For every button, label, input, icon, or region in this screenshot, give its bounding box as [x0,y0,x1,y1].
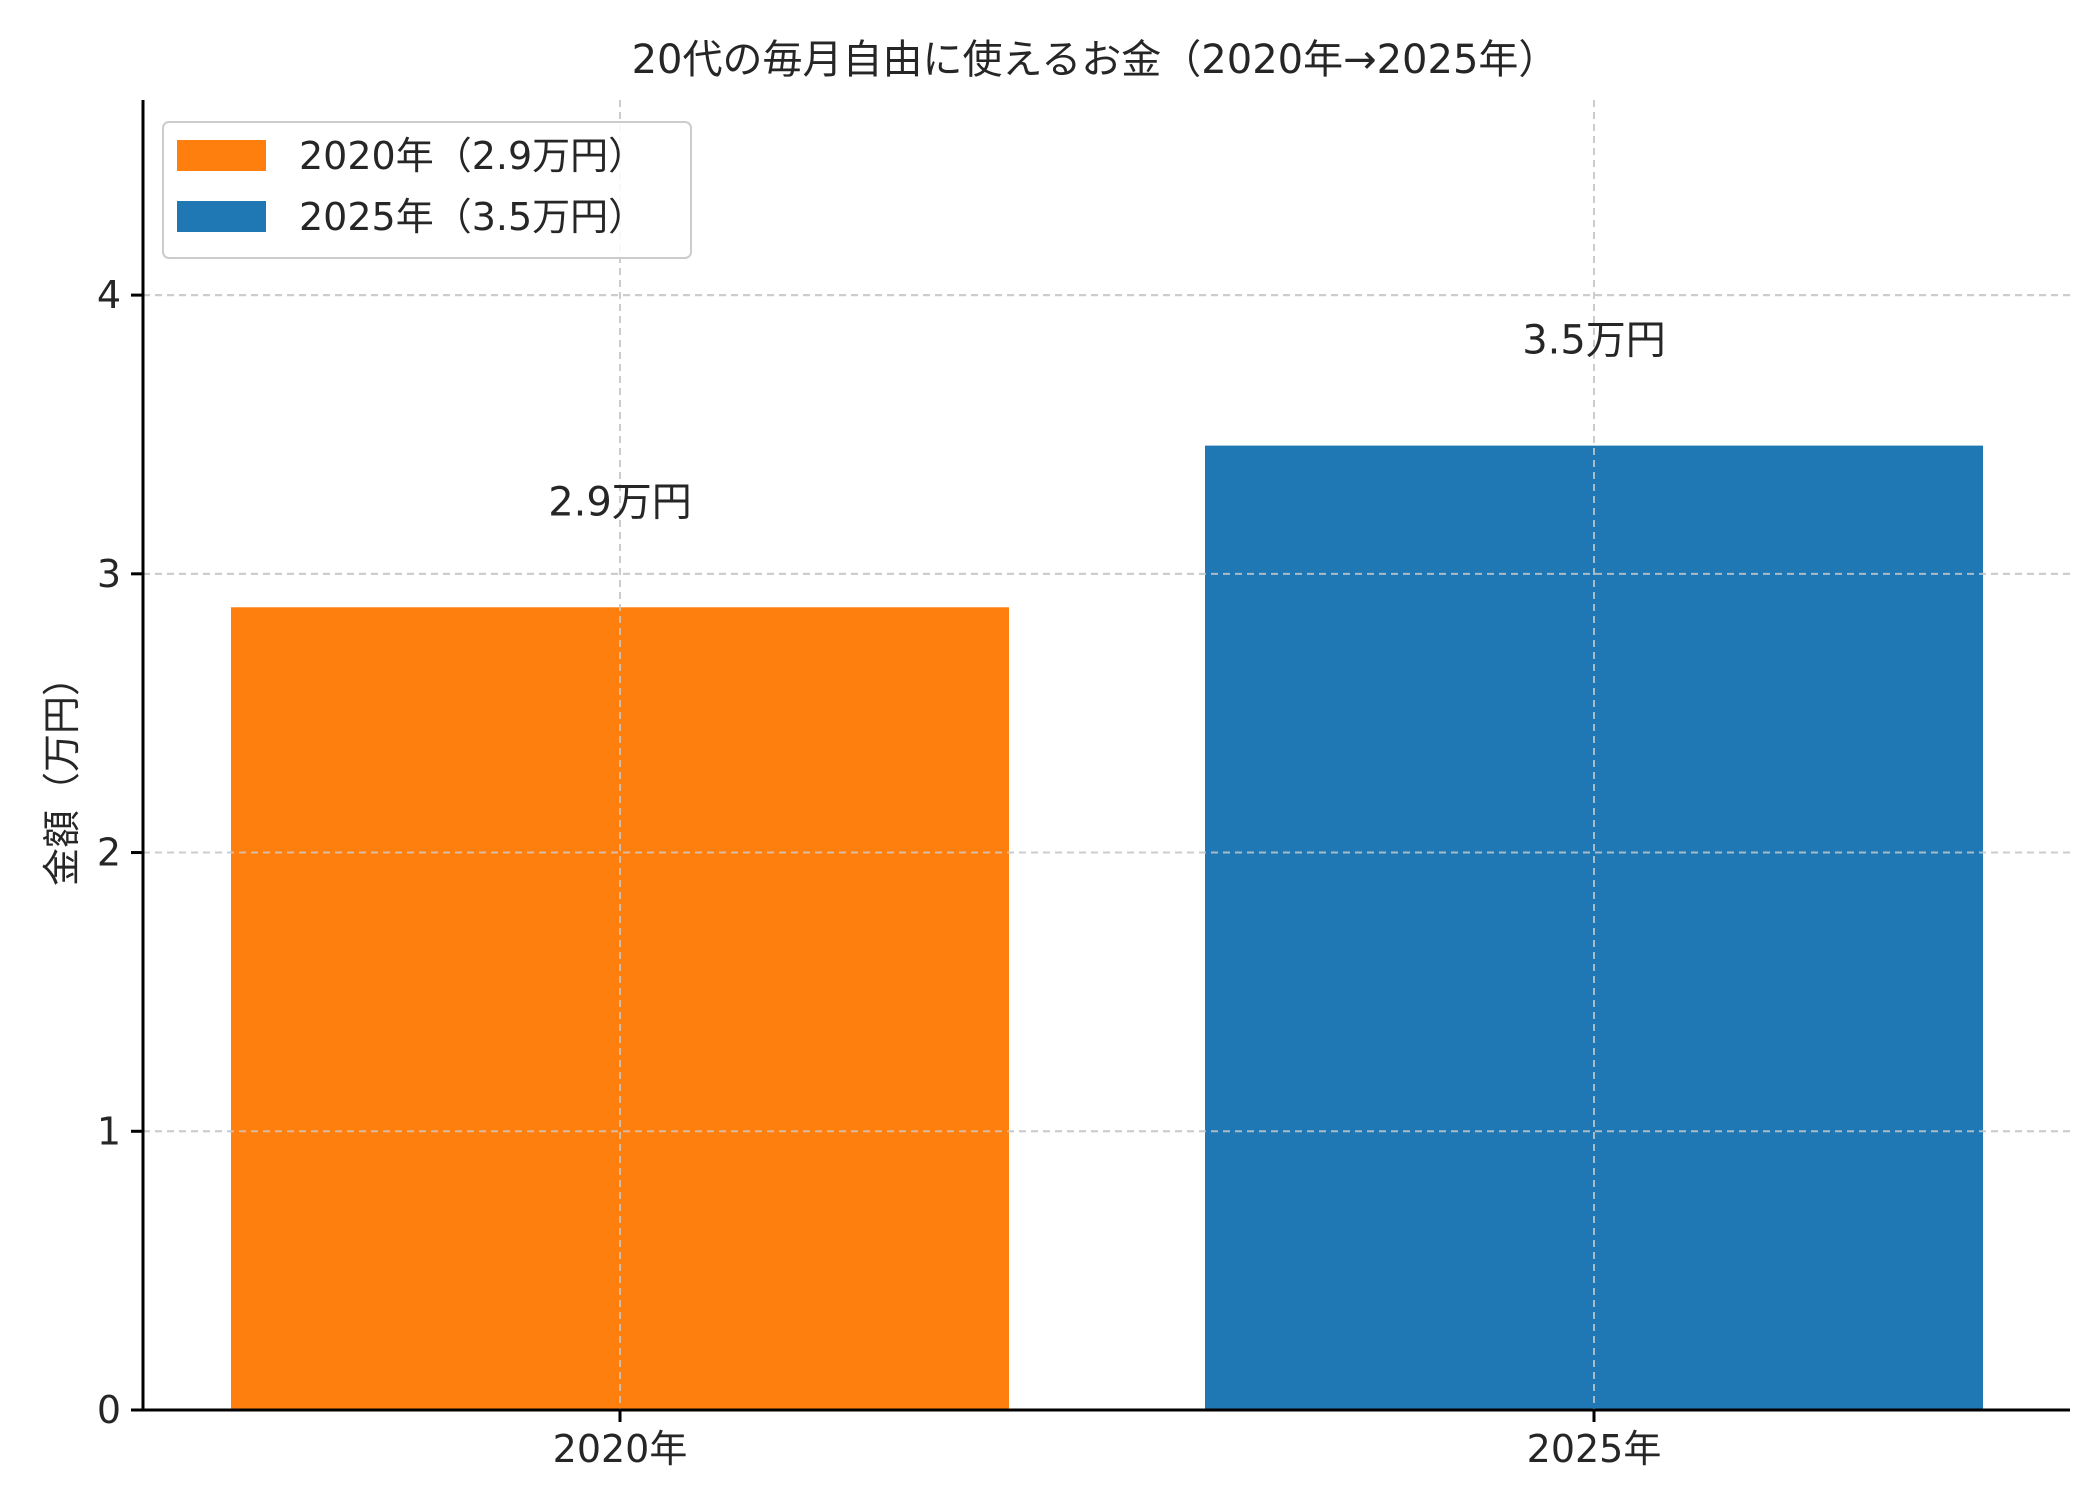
y-tick-label: 2 [97,831,121,875]
grid-overlay [143,100,2070,1410]
legend-label-0: 2020年（2.9万円） [299,134,646,178]
y-tick-label: 1 [97,1109,121,1153]
y-axis-label: 金額（万円） [40,658,84,886]
legend: 2020年（2.9万円） 2025年（3.5万円） [162,121,692,259]
x-axis-ticks: 2020年 2025年 [553,1410,1662,1471]
x-tick-label: 2025年 [1527,1427,1662,1471]
legend-frame [162,121,692,259]
legend-swatch-0 [177,140,266,171]
legend-swatch-1 [177,201,266,232]
data-label-1: 3.5万円 [1522,318,1666,364]
chart-title: 20代の毎月自由に使えるお金（2020年→2025年） [632,37,1559,83]
data-labels: 2.9万円 3.5万円 [548,318,1666,526]
y-axis-ticks: 0 1 2 3 4 [97,273,143,1432]
bars [231,445,1983,1410]
y-tick-label: 0 [97,1388,121,1432]
data-label-0: 2.9万円 [548,479,692,525]
legend-label-1: 2025年（3.5万円） [299,195,646,239]
y-tick-label: 3 [97,552,121,596]
x-tick-label: 2020年 [553,1427,688,1471]
y-tick-label: 4 [97,273,121,317]
